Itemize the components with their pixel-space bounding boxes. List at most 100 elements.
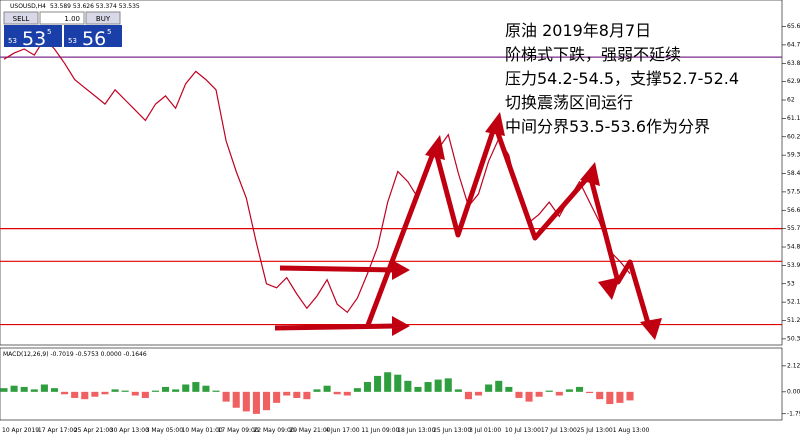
sell-label: SELL <box>13 15 30 23</box>
x-tick-label: 17 Apr 17:00 <box>38 427 77 434</box>
macd-bar <box>30 389 38 392</box>
macd-bar <box>485 384 493 392</box>
x-tick-label: 10 Jul 13:00 <box>505 427 541 434</box>
y-tick-label: 59.3 <box>787 152 800 159</box>
macd-bar <box>525 391 533 402</box>
arrow-head <box>392 260 410 280</box>
macd-bar <box>162 386 170 392</box>
y-tick-label: 53 <box>787 280 795 287</box>
macd-bar <box>343 391 351 396</box>
arrow-head <box>485 112 505 136</box>
buy-label: BUY <box>96 15 111 23</box>
y-tick-label: 61.1 <box>787 115 800 122</box>
annotation-line: 阶梯式下跌，强弱不延续 <box>505 45 681 64</box>
macd-bar <box>202 385 210 392</box>
y-tick-label: 54.8 <box>787 244 800 251</box>
sell-sup: 5 <box>47 28 51 36</box>
macd-bar <box>505 386 513 392</box>
arrow-line <box>279 265 396 273</box>
y-tick-label: 2.12 <box>787 362 800 369</box>
macd-bar <box>182 384 190 392</box>
x-tick-label: 10 May 01:00 <box>182 427 223 434</box>
macd-bar <box>262 391 271 411</box>
macd-bar <box>71 391 79 398</box>
x-tick-label: 25 Apr 21:00 <box>74 427 113 434</box>
y-tick-label: 50.3 <box>787 335 800 342</box>
lots-input[interactable] <box>39 11 85 25</box>
macd-bar <box>374 375 382 392</box>
y-tick-label: -1.79 <box>787 410 800 417</box>
macd-bar <box>192 382 200 392</box>
arrow-head <box>598 277 620 300</box>
y-tick-label: 53.9 <box>787 262 800 269</box>
macd-bar <box>212 390 220 392</box>
macd-bar <box>121 390 129 392</box>
x-tick-label: 17 May 09:00 <box>218 427 259 434</box>
y-tick-label: 56.6 <box>787 207 800 214</box>
y-tick-label: 65.6 <box>787 23 800 30</box>
x-tick-label: 29 May 21:00 <box>289 427 330 434</box>
macd-bar <box>464 391 472 400</box>
y-tick-label: 52.1 <box>787 299 800 306</box>
macd-bar <box>20 386 28 392</box>
y-tick-label: 60.2 <box>787 133 800 140</box>
macd-bar <box>545 390 553 392</box>
macd-bar <box>586 391 594 394</box>
buy-button[interactable] <box>85 11 121 25</box>
macd-bar <box>101 391 109 395</box>
macd-bar <box>303 391 311 400</box>
x-tick-label: 11 Jun 09:00 <box>361 427 399 434</box>
macd-bar <box>404 380 412 392</box>
macd-bar <box>434 379 442 392</box>
y-tick-label: 64.7 <box>787 41 800 48</box>
macd-bar <box>414 386 422 392</box>
macd-bar <box>515 391 523 398</box>
x-tick-label: 3 May 05:00 <box>146 427 184 434</box>
macd-bar <box>273 391 281 403</box>
macd-bar <box>10 385 18 392</box>
symbol: USOUSD,H4 <box>10 3 46 10</box>
arrow-head <box>580 162 600 186</box>
macd-bar <box>172 389 180 392</box>
macd-bar <box>384 372 392 392</box>
y-tick-label: 63.8 <box>787 60 800 67</box>
annotation-line: 原油 2019年8月7日 <box>505 21 651 40</box>
y-tick-label: 62.9 <box>787 78 800 85</box>
macd-bar <box>394 374 402 392</box>
x-tick-label: 25 Jun 13:00 <box>433 427 471 434</box>
macd-bar <box>50 388 59 392</box>
macd-bar <box>242 391 250 412</box>
buy-big: 56 <box>82 28 106 50</box>
macd-bar <box>232 391 240 408</box>
macd-bar <box>323 385 331 392</box>
buy-price-box[interactable] <box>64 25 122 47</box>
y-tick-label: 58.4 <box>787 170 800 177</box>
x-tick-label: 22 May 09:00 <box>253 427 294 434</box>
sell-big: 53 <box>22 28 46 50</box>
macd-bar <box>616 391 624 403</box>
macd-bar <box>555 391 563 396</box>
buy-prefix: 53 <box>68 37 77 45</box>
buy-sup: 5 <box>107 28 111 36</box>
y-tick-label: 57.5 <box>787 188 800 195</box>
annotation-line: 压力54.2-54.5，支撑52.7-52.4 <box>505 69 739 88</box>
lots: 1.00 <box>64 15 80 23</box>
macd-bar <box>424 382 432 392</box>
arrow-head <box>425 135 445 160</box>
macd-bar <box>363 382 372 392</box>
macd-bar <box>596 391 604 400</box>
macd-bar <box>40 384 48 392</box>
macd-bar <box>454 389 462 392</box>
macd-bar <box>61 391 69 395</box>
arrow-head <box>392 316 410 336</box>
macd-bar <box>475 391 483 396</box>
drawn-arrows <box>274 122 653 331</box>
macd-bar <box>283 391 291 396</box>
x-tick-label: 10 Apr 2019 <box>2 427 39 434</box>
macd-bar <box>293 391 301 398</box>
macd-bar <box>91 391 99 397</box>
macd-bar <box>0 388 8 392</box>
sell-button[interactable] <box>3 11 39 25</box>
sell-price-box[interactable] <box>4 25 62 47</box>
